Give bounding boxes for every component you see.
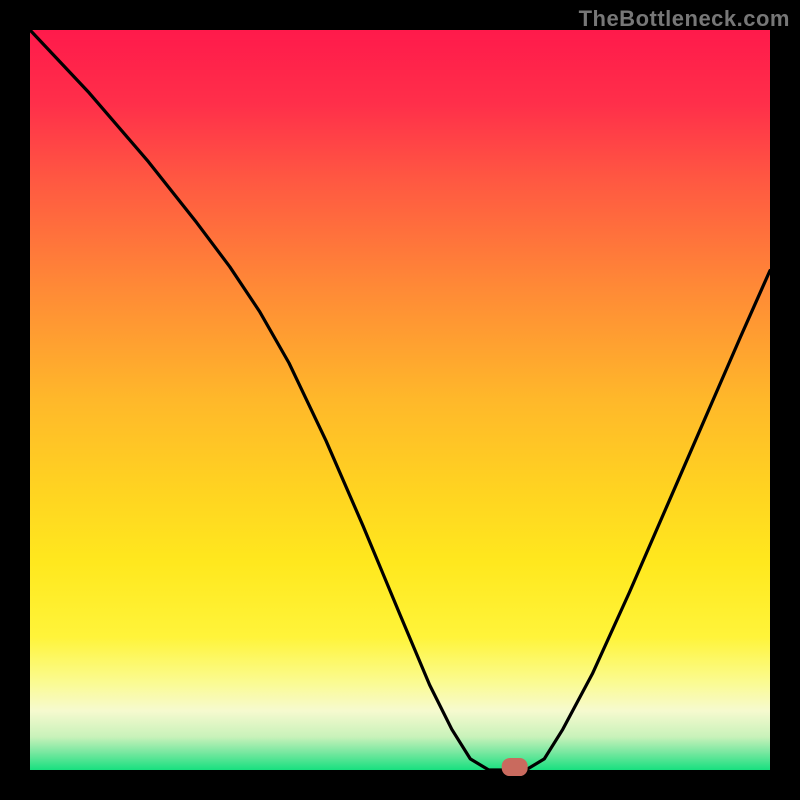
watermark-text: TheBottleneck.com: [579, 6, 790, 32]
chart-svg: [0, 0, 800, 800]
gradient-plot-area: [30, 30, 770, 770]
optimal-marker: [502, 758, 528, 776]
chart-container: TheBottleneck.com: [0, 0, 800, 800]
